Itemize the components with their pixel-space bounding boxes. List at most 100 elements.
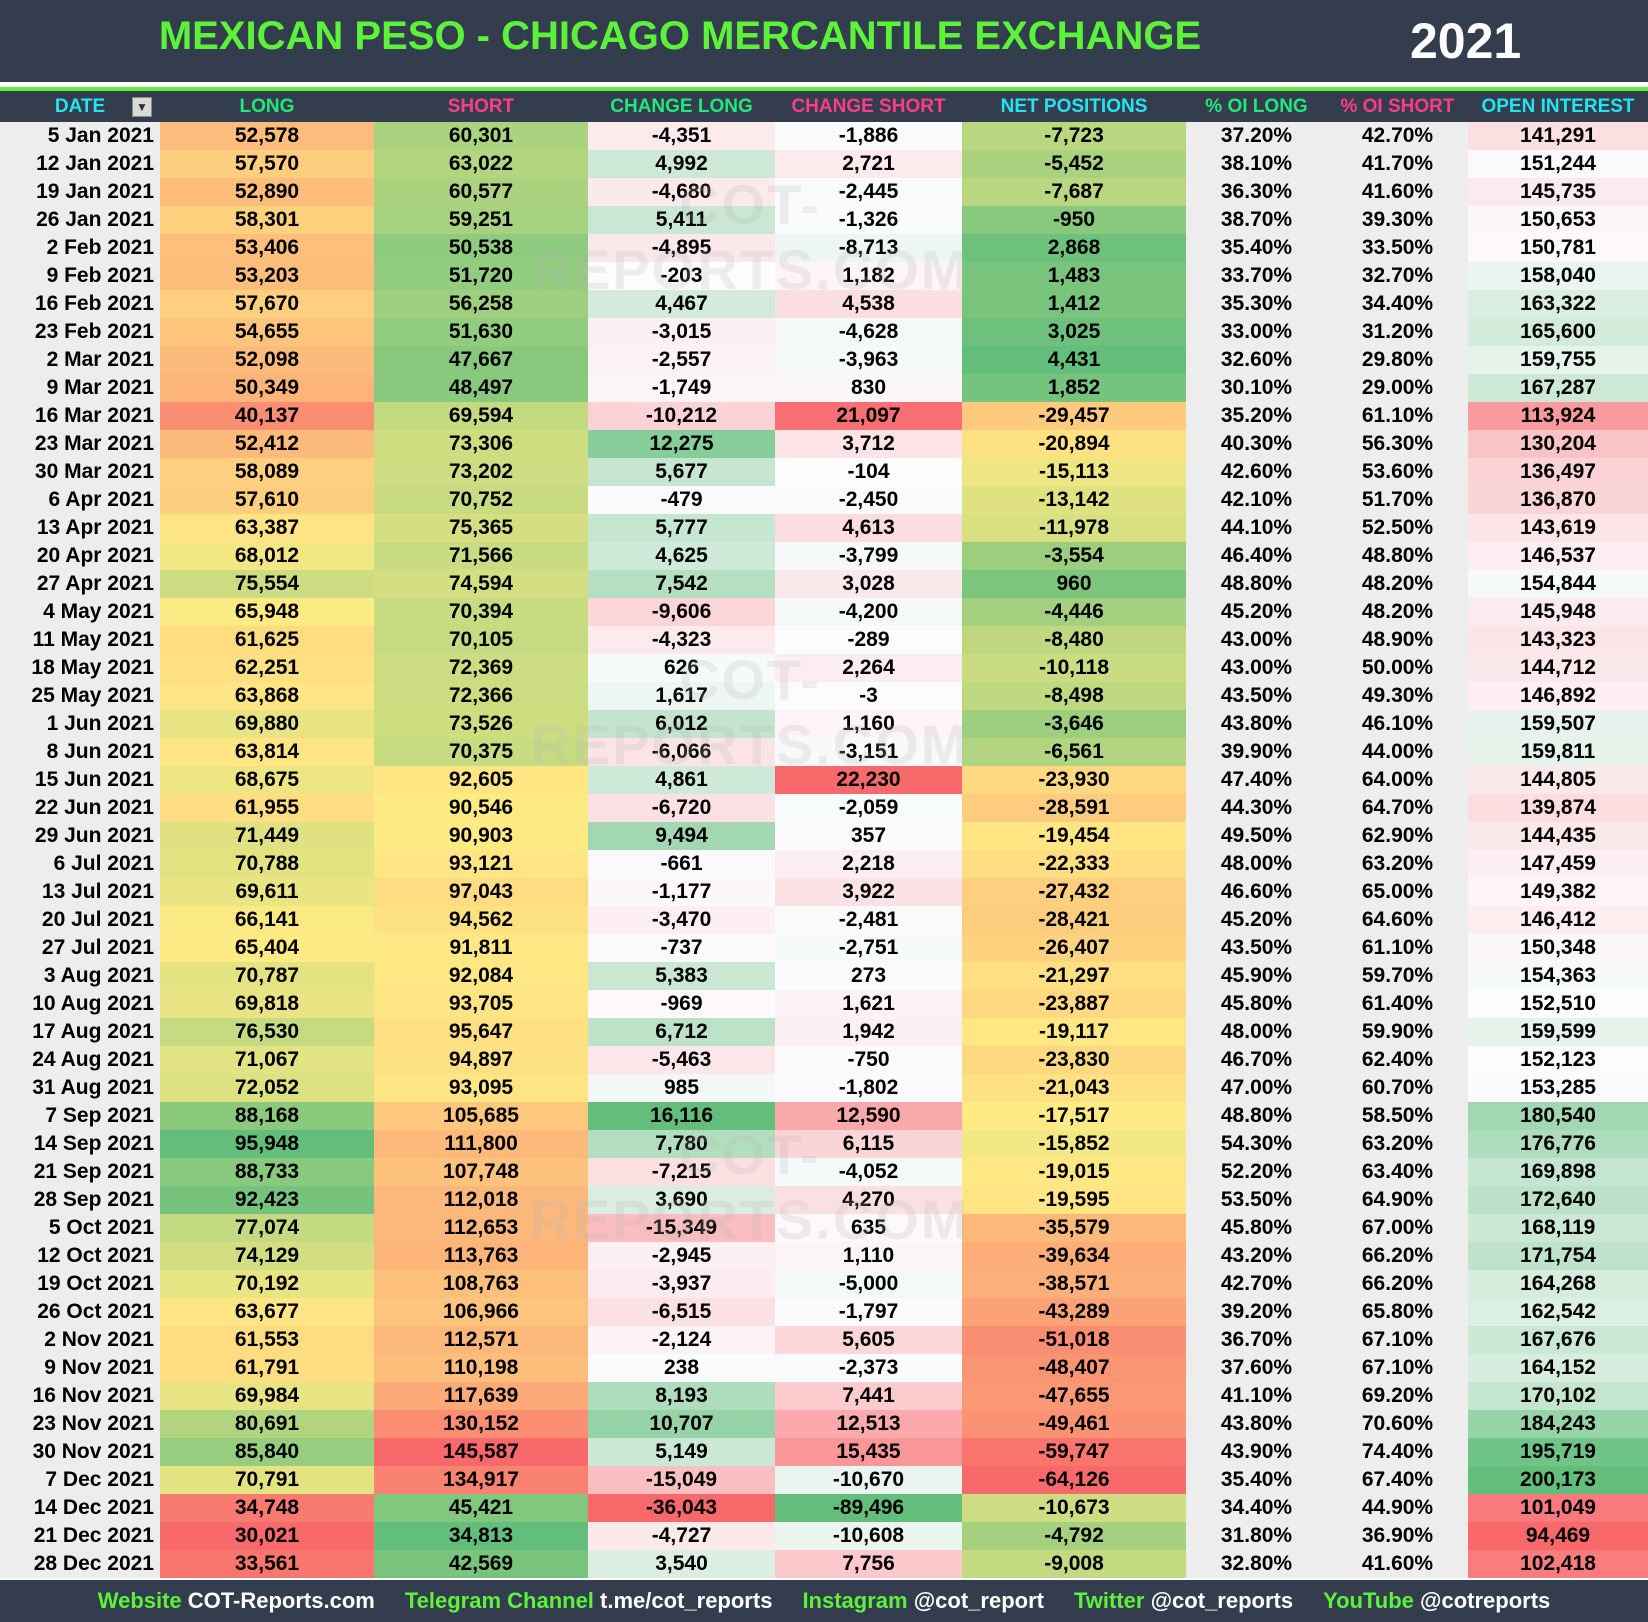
table-row: 10 Aug 2021 69,818 93,705 -969 1,621 -23,887 4… bbox=[0, 990, 1648, 1018]
cell-date: 6 Apr 2021 bbox=[0, 486, 160, 514]
cell-net-positions: -19,595 bbox=[962, 1186, 1186, 1214]
cell-change-short: 4,270 bbox=[775, 1186, 962, 1214]
cell-long: 80,691 bbox=[160, 1410, 374, 1438]
cell-oi-short: 65.00% bbox=[1327, 878, 1468, 906]
table-row: 27 Apr 2021 75,554 74,594 7,542 3,028 960 48.8… bbox=[0, 570, 1648, 598]
cell-change-long: 626 bbox=[588, 654, 775, 682]
cell-oi-long: 32.80% bbox=[1186, 1550, 1327, 1578]
cell-change-long: -6,066 bbox=[588, 738, 775, 766]
cell-short: 34,813 bbox=[374, 1522, 588, 1550]
cell-change-long: -3,470 bbox=[588, 906, 775, 934]
cell-change-short: 357 bbox=[775, 822, 962, 850]
cell-net-positions: -21,297 bbox=[962, 962, 1186, 990]
cell-short: 50,538 bbox=[374, 234, 588, 262]
cell-change-short: 273 bbox=[775, 962, 962, 990]
cell-long: 71,449 bbox=[160, 822, 374, 850]
cell-short: 112,571 bbox=[374, 1326, 588, 1354]
cell-long: 40,137 bbox=[160, 402, 374, 430]
table-row: 26 Jan 2021 58,301 59,251 5,411 -1,326 -950 38… bbox=[0, 206, 1648, 234]
cell-change-short: -2,373 bbox=[775, 1354, 962, 1382]
cell-change-short: -2,445 bbox=[775, 178, 962, 206]
cell-change-short: 15,435 bbox=[775, 1438, 962, 1466]
cell-oi-short: 64.00% bbox=[1327, 766, 1468, 794]
cell-oi-long: 46.40% bbox=[1186, 542, 1327, 570]
cell-oi-long: 40.30% bbox=[1186, 430, 1327, 458]
cell-open-interest: 164,268 bbox=[1468, 1270, 1648, 1298]
cell-net-positions: -19,117 bbox=[962, 1018, 1186, 1046]
cell-change-short: -3,963 bbox=[775, 346, 962, 374]
cell-change-long: 8,193 bbox=[588, 1382, 775, 1410]
table-header: DATE ▼ LONG SHORT CHANGE LONG CHANGE SHORT NET… bbox=[0, 91, 1648, 122]
table-row: 25 May 2021 63,868 72,366 1,617 -3 -8,498 43.5… bbox=[0, 682, 1648, 710]
cell-net-positions: -28,591 bbox=[962, 794, 1186, 822]
cell-net-positions: -8,480 bbox=[962, 626, 1186, 654]
cell-change-long: 10,707 bbox=[588, 1410, 775, 1438]
cell-change-short: 22,230 bbox=[775, 766, 962, 794]
cell-long: 33,561 bbox=[160, 1550, 374, 1578]
cell-oi-long: 45.20% bbox=[1186, 906, 1327, 934]
cell-oi-short: 41.60% bbox=[1327, 1550, 1468, 1578]
cell-long: 30,021 bbox=[160, 1522, 374, 1550]
cell-open-interest: 130,204 bbox=[1468, 430, 1648, 458]
cell-net-positions: -10,673 bbox=[962, 1494, 1186, 1522]
cell-change-long: 4,992 bbox=[588, 150, 775, 178]
cell-date: 31 Aug 2021 bbox=[0, 1074, 160, 1102]
footer-value: @cotreports bbox=[1420, 1588, 1551, 1613]
table-row: 7 Dec 2021 70,791 134,917 -15,049 -10,670 -64… bbox=[0, 1466, 1648, 1494]
cell-oi-short: 58.50% bbox=[1327, 1102, 1468, 1130]
cell-open-interest: 200,173 bbox=[1468, 1466, 1648, 1494]
cell-date: 13 Jul 2021 bbox=[0, 878, 160, 906]
column-header: NET POSITIONS bbox=[962, 91, 1186, 122]
footer-label: Telegram Channel bbox=[404, 1588, 594, 1613]
cell-date: 7 Sep 2021 bbox=[0, 1102, 160, 1130]
footer-link-website[interactable]: Website COT-Reports.com bbox=[98, 1580, 375, 1622]
cell-oi-long: 32.60% bbox=[1186, 346, 1327, 374]
column-header-label: CHANGE SHORT bbox=[791, 96, 946, 117]
footer-link-telegram-channel[interactable]: Telegram Channel t.me/cot_reports bbox=[405, 1580, 773, 1622]
cell-oi-short: 33.50% bbox=[1327, 234, 1468, 262]
cell-change-long: -36,043 bbox=[588, 1494, 775, 1522]
footer-link-instagram[interactable]: Instagram @cot_report bbox=[802, 1580, 1044, 1622]
cell-long: 57,570 bbox=[160, 150, 374, 178]
table-row: 13 Apr 2021 63,387 75,365 5,777 4,613 -11,978… bbox=[0, 514, 1648, 542]
cell-open-interest: 184,243 bbox=[1468, 1410, 1648, 1438]
cell-change-long: -4,895 bbox=[588, 234, 775, 262]
table-row: 12 Jan 2021 57,570 63,022 4,992 2,721 -5,452 3… bbox=[0, 150, 1648, 178]
cell-date: 26 Oct 2021 bbox=[0, 1298, 160, 1326]
cell-long: 68,012 bbox=[160, 542, 374, 570]
cell-open-interest: 146,412 bbox=[1468, 906, 1648, 934]
filter-icon[interactable]: ▼ bbox=[132, 97, 152, 117]
cell-change-long: 6,012 bbox=[588, 710, 775, 738]
cell-long: 70,788 bbox=[160, 850, 374, 878]
cell-change-long: -969 bbox=[588, 990, 775, 1018]
cell-change-short: 635 bbox=[775, 1214, 962, 1242]
cell-open-interest: 150,653 bbox=[1468, 206, 1648, 234]
cell-change-long: 4,625 bbox=[588, 542, 775, 570]
cell-net-positions: -3,646 bbox=[962, 710, 1186, 738]
cell-oi-long: 48.00% bbox=[1186, 850, 1327, 878]
table-row: 9 Feb 2021 53,203 51,720 -203 1,182 1,483 33.7… bbox=[0, 262, 1648, 290]
cell-oi-short: 50.00% bbox=[1327, 654, 1468, 682]
cell-oi-long: 42.70% bbox=[1186, 1270, 1327, 1298]
cell-change-short: -750 bbox=[775, 1046, 962, 1074]
cell-date: 28 Dec 2021 bbox=[0, 1550, 160, 1578]
cell-long: 75,554 bbox=[160, 570, 374, 598]
cell-change-short: -289 bbox=[775, 626, 962, 654]
column-header-label: LONG bbox=[239, 96, 295, 117]
footer-label: YouTube bbox=[1323, 1588, 1414, 1613]
cell-change-short: -2,450 bbox=[775, 486, 962, 514]
cell-long: 57,610 bbox=[160, 486, 374, 514]
cell-oi-short: 53.60% bbox=[1327, 458, 1468, 486]
cell-short: 75,365 bbox=[374, 514, 588, 542]
cell-long: 63,868 bbox=[160, 682, 374, 710]
table-row: 9 Nov 2021 61,791 110,198 238 -2,373 -48,407 3… bbox=[0, 1354, 1648, 1382]
cell-change-short: -10,608 bbox=[775, 1522, 962, 1550]
cell-change-long: 5,149 bbox=[588, 1438, 775, 1466]
footer-link-twitter[interactable]: Twitter @cot_reports bbox=[1074, 1580, 1293, 1622]
footer-link-youtube[interactable]: YouTube @cotreports bbox=[1323, 1580, 1550, 1622]
cell-long: 57,670 bbox=[160, 290, 374, 318]
cell-oi-short: 56.30% bbox=[1327, 430, 1468, 458]
cell-date: 9 Feb 2021 bbox=[0, 262, 160, 290]
footer-value: COT-Reports.com bbox=[187, 1588, 375, 1613]
cell-short: 112,018 bbox=[374, 1186, 588, 1214]
